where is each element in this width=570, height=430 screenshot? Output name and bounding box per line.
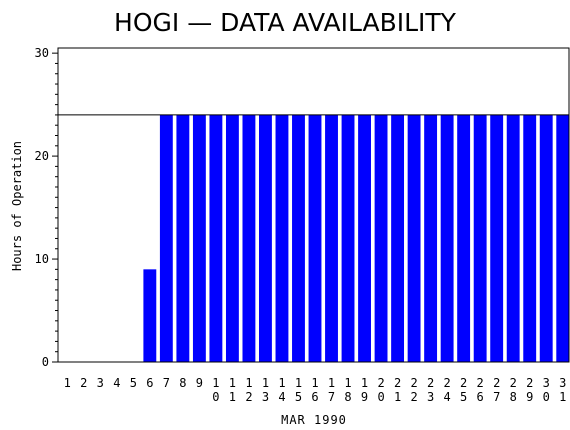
bar-day-29 [523, 114, 537, 362]
bar-day-18 [341, 114, 355, 362]
bar-day-11 [225, 114, 239, 362]
x-tick-label: 3 [97, 376, 104, 390]
bar-day-10 [209, 114, 223, 362]
bar-day-6 [143, 269, 157, 362]
bar-day-30 [539, 114, 553, 362]
x-axis: 1 2 3 4 5 6 7 8 9 1 01 11 21 31 41 51 61 71 81 92 02 12 22 32 42… [64, 376, 567, 404]
bar-day-22 [407, 114, 421, 362]
bar-day-16 [308, 114, 322, 362]
y-axis: 0 10 20 30 [35, 46, 58, 369]
bar-day-19 [358, 114, 371, 362]
bar-day-25 [457, 114, 471, 362]
x-tick-label: 2 [80, 376, 87, 390]
x-tick-label: 7 [163, 376, 170, 390]
x-tick-label: 4 [113, 376, 120, 390]
y-axis-label: Hours of Operation [10, 141, 24, 271]
chart-title: HOGI — DATA AVAILABILITY [114, 8, 457, 37]
bar-day-26 [473, 114, 487, 362]
x-axis-label: MAR 1990 [281, 413, 347, 427]
bar-day-24 [440, 114, 454, 362]
bar-day-9 [192, 114, 206, 362]
bar-day-7 [159, 114, 173, 362]
bar-day-28 [506, 114, 520, 362]
bars-group [143, 114, 570, 362]
x-tick-label: 5 [130, 376, 137, 390]
bar-day-14 [275, 114, 289, 362]
bar-day-31 [556, 114, 570, 362]
y-tick-label: 0 [42, 355, 49, 369]
plot-frame [57, 47, 570, 363]
bar-day-27 [490, 114, 504, 362]
bar-day-20 [374, 114, 388, 362]
bar-day-17 [325, 114, 338, 362]
bar-day-15 [292, 114, 305, 362]
bar-day-8 [176, 114, 190, 362]
bar-day-23 [424, 114, 438, 362]
y-tick-label: 10 [35, 252, 49, 266]
x-tick-label: 1 [64, 376, 71, 390]
bar-day-13 [259, 114, 272, 362]
y-tick-label: 20 [35, 149, 49, 163]
y-tick-label: 30 [35, 46, 49, 60]
x-tick-label: 9 [196, 376, 203, 390]
x-tick-label: 6 [146, 376, 153, 390]
bar-day-12 [242, 114, 256, 362]
x-tick-label: 8 [179, 376, 186, 390]
bar-day-21 [391, 114, 405, 362]
